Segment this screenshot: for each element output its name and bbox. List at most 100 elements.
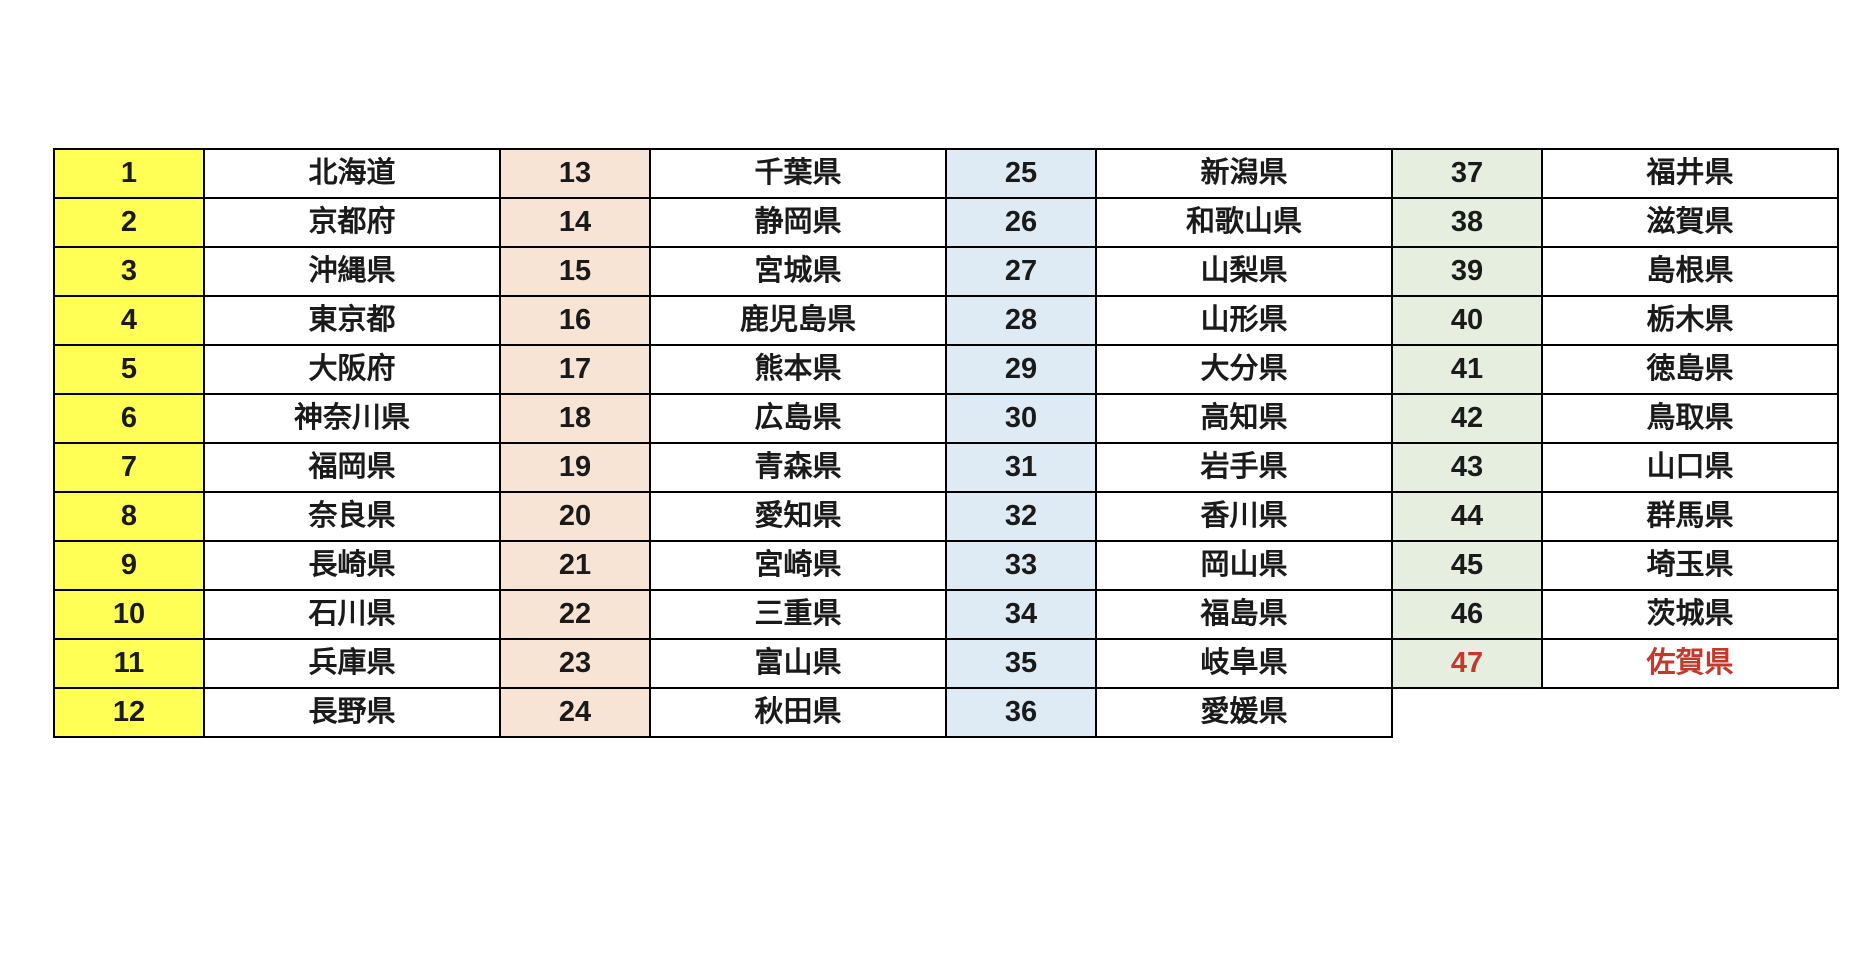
rank-cell: 2 [53, 197, 205, 248]
table-row: 11 兵庫県 23 富山県 35 岐阜県 47 佐賀県 [53, 638, 1839, 689]
rank-cell: 1 [53, 148, 205, 199]
rank-cell: 22 [499, 589, 651, 640]
prefecture-cell: 富山県 [649, 638, 947, 689]
prefecture-cell: 福井県 [1541, 148, 1839, 199]
prefecture-cell: 北海道 [203, 148, 501, 199]
rank-cell: 31 [945, 442, 1097, 493]
table-row: 9 長崎県 21 宮崎県 33 岡山県 45 埼玉県 [53, 540, 1839, 591]
rank-cell: 30 [945, 393, 1097, 444]
rank-cell: 11 [53, 638, 205, 689]
prefecture-cell: 長野県 [203, 687, 501, 738]
rank-cell: 32 [945, 491, 1097, 542]
prefecture-cell: 大分県 [1095, 344, 1393, 395]
prefecture-cell: 兵庫県 [203, 638, 501, 689]
prefecture-cell: 静岡県 [649, 197, 947, 248]
rank-cell: 35 [945, 638, 1097, 689]
rank-cell: 14 [499, 197, 651, 248]
prefecture-cell: 熊本県 [649, 344, 947, 395]
rank-cell: 36 [945, 687, 1097, 738]
rank-cell: 18 [499, 393, 651, 444]
table-row: 5 大阪府 17 熊本県 29 大分県 41 徳島県 [53, 344, 1839, 395]
rank-cell: 38 [1391, 197, 1543, 248]
rank-cell: 16 [499, 295, 651, 346]
prefecture-cell: 茨城県 [1541, 589, 1839, 640]
rank-cell: 40 [1391, 295, 1543, 346]
prefecture-cell: 福岡県 [203, 442, 501, 493]
rank-cell: 13 [499, 148, 651, 199]
rank-cell: 47 [1391, 638, 1543, 689]
table-row: 8 奈良県 20 愛知県 32 香川県 44 群馬県 [53, 491, 1839, 542]
prefecture-cell: 香川県 [1095, 491, 1393, 542]
prefecture-cell: 青森県 [649, 442, 947, 493]
prefecture-cell: 岩手県 [1095, 442, 1393, 493]
rank-cell: 42 [1391, 393, 1543, 444]
prefecture-cell: 京都府 [203, 197, 501, 248]
rank-cell: 39 [1391, 246, 1543, 297]
rank-cell: 44 [1391, 491, 1543, 542]
prefecture-cell: 奈良県 [203, 491, 501, 542]
prefecture-cell: 石川県 [203, 589, 501, 640]
prefecture-cell: 和歌山県 [1095, 197, 1393, 248]
prefecture-cell: 沖縄県 [203, 246, 501, 297]
rank-cell: 8 [53, 491, 205, 542]
prefecture-cell: 山形県 [1095, 295, 1393, 346]
prefecture-cell: 福島県 [1095, 589, 1393, 640]
rank-cell: 43 [1391, 442, 1543, 493]
table-row: 3 沖縄県 15 宮城県 27 山梨県 39 島根県 [53, 246, 1839, 297]
prefecture-cell: 愛知県 [649, 491, 947, 542]
rank-cell: 6 [53, 393, 205, 444]
prefecture-ranking-table-container: 1 北海道 13 千葉県 25 新潟県 37 福井県 2 京都府 14 静岡県 26 和歌山県 38 滋賀県 3… [53, 148, 1839, 738]
prefecture-cell: 神奈川県 [203, 393, 501, 444]
table-row: 1 北海道 13 千葉県 25 新潟県 37 福井県 [53, 148, 1839, 199]
rank-cell: 5 [53, 344, 205, 395]
prefecture-cell: 鹿児島県 [649, 295, 947, 346]
prefecture-cell: 山梨県 [1095, 246, 1393, 297]
table-row: 10 石川県 22 三重県 34 福島県 46 茨城県 [53, 589, 1839, 640]
rank-cell: 29 [945, 344, 1097, 395]
table-row: 7 福岡県 19 青森県 31 岩手県 43 山口県 [53, 442, 1839, 493]
rank-cell: 12 [53, 687, 205, 738]
prefecture-cell: 大阪府 [203, 344, 501, 395]
rank-cell: 37 [1391, 148, 1543, 199]
rank-cell: 7 [53, 442, 205, 493]
prefecture-ranking-table-body: 1 北海道 13 千葉県 25 新潟県 37 福井県 2 京都府 14 静岡県 26 和歌山県 38 滋賀県 3… [53, 148, 1839, 738]
prefecture-cell: 埼玉県 [1541, 540, 1839, 591]
prefecture-cell: 鳥取県 [1541, 393, 1839, 444]
rank-cell: 17 [499, 344, 651, 395]
prefecture-cell: 宮城県 [649, 246, 947, 297]
rank-cell: 10 [53, 589, 205, 640]
table-row: 2 京都府 14 静岡県 26 和歌山県 38 滋賀県 [53, 197, 1839, 248]
rank-cell: 23 [499, 638, 651, 689]
rank-cell: 33 [945, 540, 1097, 591]
rank-cell: 26 [945, 197, 1097, 248]
prefecture-cell: 秋田県 [649, 687, 947, 738]
prefecture-cell: 東京都 [203, 295, 501, 346]
rank-cell: 41 [1391, 344, 1543, 395]
table-row: 4 東京都 16 鹿児島県 28 山形県 40 栃木県 [53, 295, 1839, 346]
rank-cell: 9 [53, 540, 205, 591]
rank-cell: 24 [499, 687, 651, 738]
prefecture-cell: 栃木県 [1541, 295, 1839, 346]
rank-cell: 3 [53, 246, 205, 297]
prefecture-cell: 岐阜県 [1095, 638, 1393, 689]
prefecture-cell: 山口県 [1541, 442, 1839, 493]
prefecture-cell: 徳島県 [1541, 344, 1839, 395]
prefecture-cell: 群馬県 [1541, 491, 1839, 542]
rank-cell: 46 [1391, 589, 1543, 640]
prefecture-cell: 広島県 [649, 393, 947, 444]
rank-cell: 19 [499, 442, 651, 493]
prefecture-cell: 滋賀県 [1541, 197, 1839, 248]
table-row: 12 長野県 24 秋田県 36 愛媛県 [53, 687, 1838, 738]
prefecture-cell: 高知県 [1095, 393, 1393, 444]
rank-cell: 45 [1391, 540, 1543, 591]
prefecture-cell: 長崎県 [203, 540, 501, 591]
table-row: 6 神奈川県 18 広島県 30 高知県 42 鳥取県 [53, 393, 1839, 444]
prefecture-cell: 佐賀県 [1541, 638, 1839, 689]
prefecture-cell: 千葉県 [649, 148, 947, 199]
prefecture-ranking-table: 1 北海道 13 千葉県 25 新潟県 37 福井県 2 京都府 14 静岡県 26 和歌山県 38 滋賀県 3… [53, 148, 1839, 738]
empty-cell [1542, 688, 1838, 737]
rank-cell: 28 [945, 295, 1097, 346]
prefecture-cell: 島根県 [1541, 246, 1839, 297]
rank-cell: 34 [945, 589, 1097, 640]
empty-cell [1392, 688, 1542, 737]
